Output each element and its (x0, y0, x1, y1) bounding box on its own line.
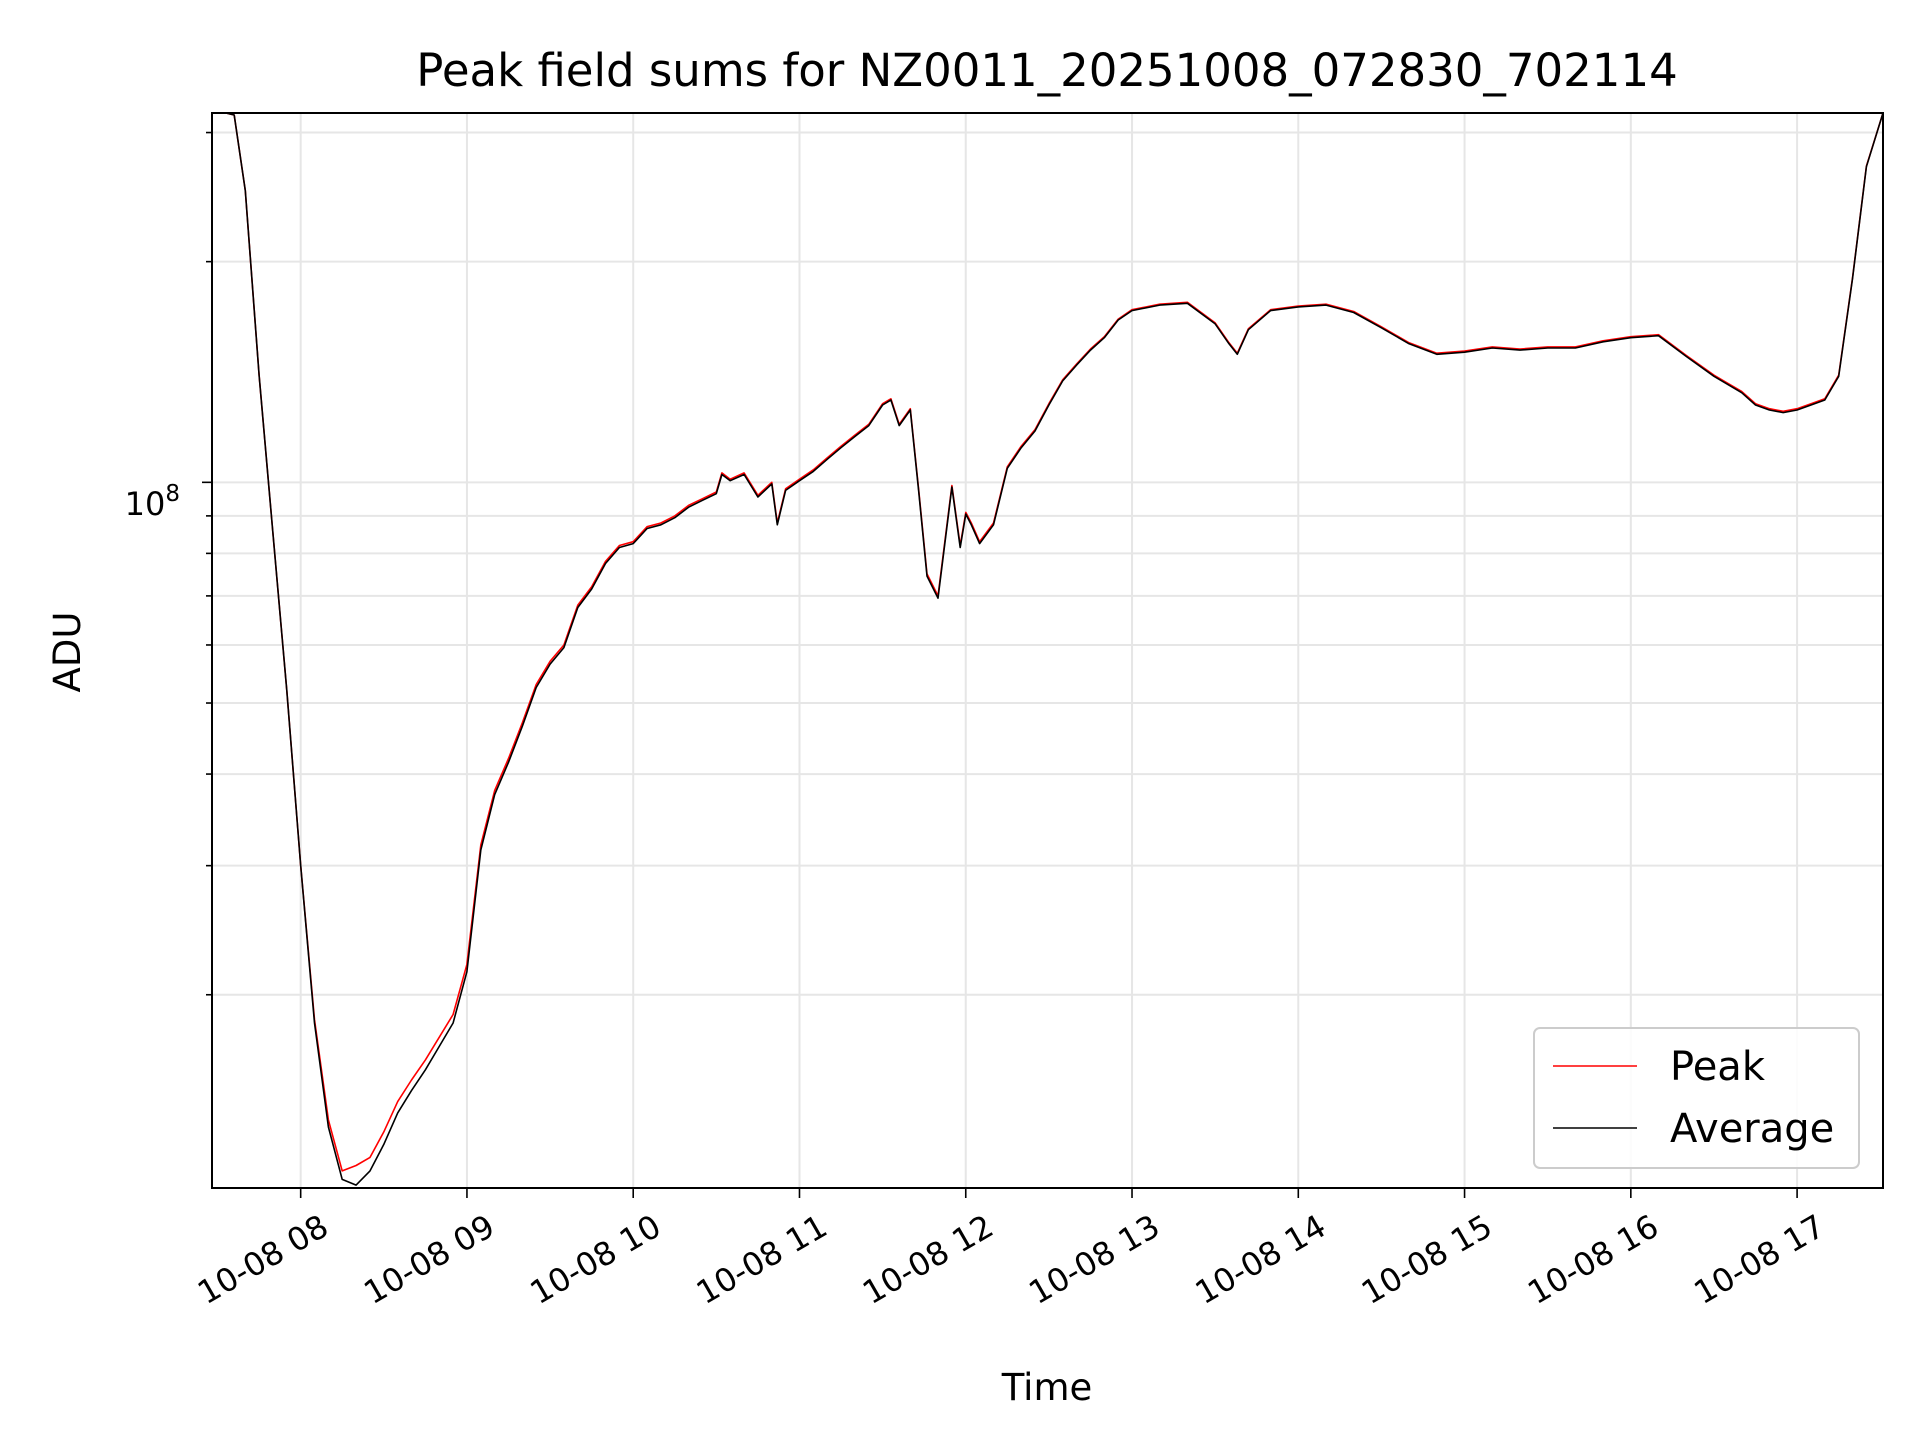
series-line-average (212, 112, 1884, 1186)
legend-label-average: Average (1670, 1106, 1834, 1152)
chart-title: Peak field sums for NZ0011_20251008_0728… (416, 44, 1677, 97)
grid (212, 113, 1883, 1188)
y-axis (202, 131, 212, 996)
series-layer (212, 112, 1884, 1186)
legend-box (1533, 1027, 1860, 1169)
x-axis-label: Time (1001, 1366, 1093, 1409)
plot-frame (211, 112, 1884, 1189)
y-axis-label: ADU (46, 612, 89, 693)
legend-label-peak: Peak (1670, 1044, 1766, 1090)
y-tick-label-major: 108 (125, 481, 180, 523)
legend: Peak Average (1533, 1027, 1860, 1169)
